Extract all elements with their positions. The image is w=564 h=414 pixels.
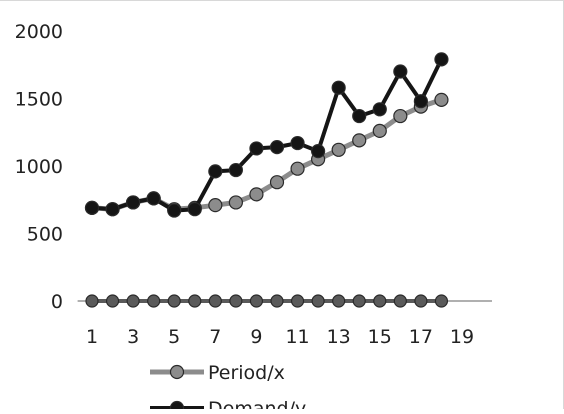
x-tick-label-0: 1 xyxy=(86,326,98,348)
data-point-s2-17 xyxy=(414,294,428,308)
x-tick-label-4: 9 xyxy=(250,326,262,348)
data-point-s2-5 xyxy=(167,294,181,308)
data-point-s1-12 xyxy=(311,144,326,159)
data-point-s2-16 xyxy=(393,294,407,308)
data-point-s0-18 xyxy=(434,92,449,107)
data-point-s1-13 xyxy=(331,80,346,95)
y-tick-label-0: 0 xyxy=(51,291,63,313)
top-border xyxy=(0,0,564,1)
data-point-s2-4 xyxy=(147,294,161,308)
data-point-s1-18 xyxy=(434,52,449,67)
x-tick-label-5: 11 xyxy=(285,326,309,348)
data-point-s2-6 xyxy=(188,294,202,308)
data-point-s1-17 xyxy=(413,94,428,109)
data-point-s2-12 xyxy=(311,294,325,308)
data-point-s1-5 xyxy=(167,203,182,218)
data-point-s1-4 xyxy=(146,191,161,206)
data-point-s0-10 xyxy=(269,175,285,190)
data-point-s1-9 xyxy=(249,141,264,156)
y-tick-label-2: 1000 xyxy=(15,156,63,178)
data-point-s2-11 xyxy=(290,294,305,308)
data-point-s2-2 xyxy=(105,294,120,308)
data-point-s2-9 xyxy=(249,294,264,308)
legend-label-0: Period/x xyxy=(208,362,285,384)
data-point-s2-13 xyxy=(332,294,346,308)
data-point-s0-9 xyxy=(249,187,264,202)
data-point-s1-7 xyxy=(208,164,223,179)
data-point-s2-1 xyxy=(85,294,99,308)
x-tick-label-8: 17 xyxy=(409,326,433,348)
data-point-s0-14 xyxy=(352,133,367,148)
legend-label-1: Demand/y xyxy=(208,398,306,409)
series-line-0 xyxy=(91,97,443,212)
data-point-s0-13 xyxy=(331,142,346,157)
data-point-s0-16 xyxy=(393,108,408,124)
legend-marker-1 xyxy=(169,400,185,414)
data-point-s0-8 xyxy=(228,195,243,210)
data-point-s1-11 xyxy=(290,135,305,151)
data-point-s2-7 xyxy=(208,294,222,308)
data-point-s2-3 xyxy=(126,294,140,308)
data-point-s1-3 xyxy=(126,195,141,210)
x-tick-label-9: 19 xyxy=(450,326,474,348)
data-point-s1-8 xyxy=(228,162,243,178)
data-point-s2-15 xyxy=(373,294,387,308)
data-point-s2-18 xyxy=(434,294,449,308)
data-point-s1-6 xyxy=(187,202,202,217)
data-point-s1-15 xyxy=(372,102,387,117)
y-tick-label-3: 1500 xyxy=(15,89,63,111)
data-point-s0-7 xyxy=(208,198,223,213)
legend-marker-0 xyxy=(169,364,185,380)
y-tick-label-4: 2000 xyxy=(15,21,63,43)
x-tick-label-2: 5 xyxy=(168,326,180,348)
data-point-s1-1 xyxy=(84,200,100,215)
y-tick-label-1: 500 xyxy=(27,224,63,246)
x-tick-label-1: 3 xyxy=(127,326,139,348)
data-point-s1-2 xyxy=(105,202,120,217)
data-point-s1-10 xyxy=(269,140,285,155)
data-point-s1-16 xyxy=(393,64,408,79)
data-point-s2-10 xyxy=(270,294,284,308)
data-point-s1-14 xyxy=(352,108,367,124)
data-point-s2-14 xyxy=(352,294,366,308)
x-tick-label-7: 15 xyxy=(368,326,392,348)
data-point-s0-11 xyxy=(290,161,305,176)
x-tick-label-3: 7 xyxy=(209,326,221,348)
data-point-s2-8 xyxy=(229,294,243,308)
data-point-s0-15 xyxy=(372,123,387,138)
x-tick-label-6: 13 xyxy=(327,326,351,348)
